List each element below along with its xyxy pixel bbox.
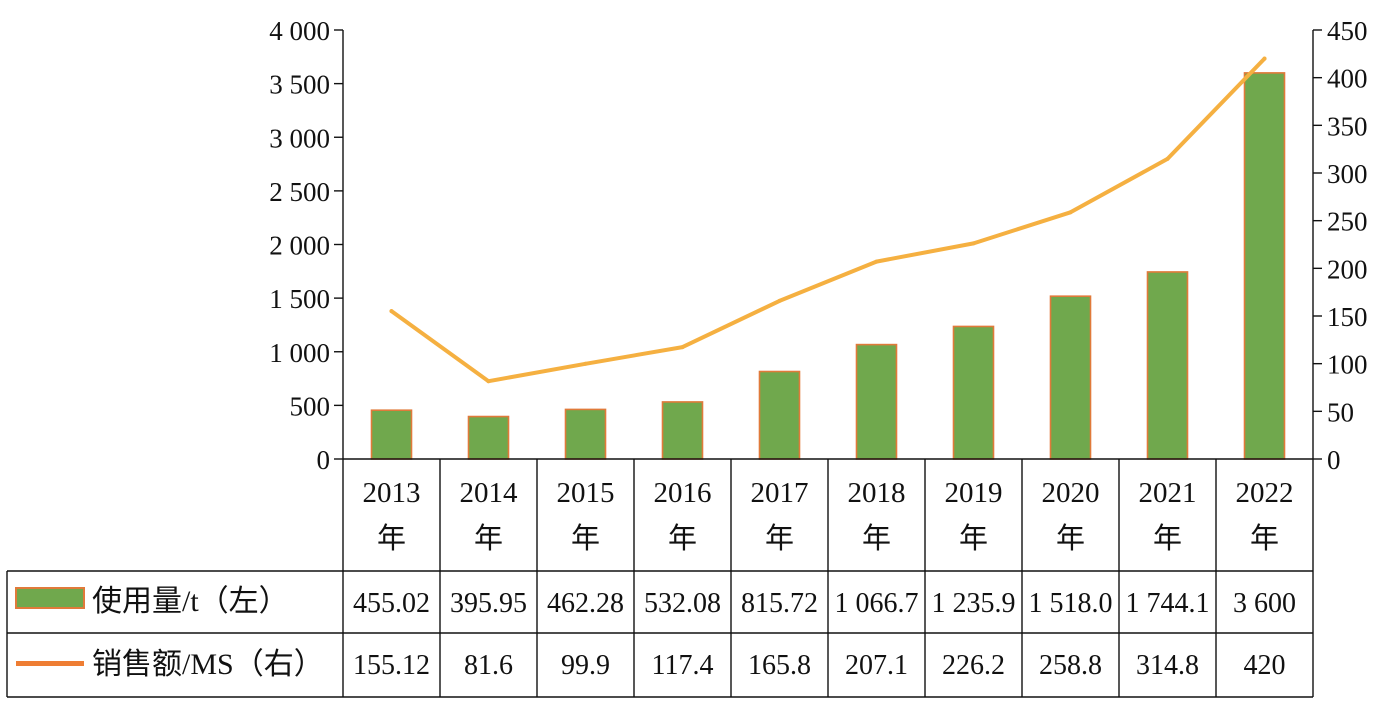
category-suffix: 年 [474, 522, 503, 555]
line-point-2016 [680, 345, 685, 350]
data-label-sales-2014: 81.6 [464, 650, 513, 681]
data-label-sales-2019: 226.2 [942, 650, 1005, 681]
bar-2019 [952, 325, 995, 460]
category-label-2017: 2017 [751, 477, 809, 509]
category-label-2016: 2016 [654, 477, 712, 509]
data-label-usage-2020: 1 518.0 [1029, 588, 1113, 619]
category-label-2018: 2018 [848, 477, 906, 509]
category-suffix: 年 [959, 522, 988, 555]
data-label-usage-2022: 3 600 [1233, 588, 1296, 619]
data-label-usage-2021: 1 744.1 [1126, 588, 1210, 619]
category-label-2019: 2019 [945, 477, 1003, 509]
legend-key-sales [16, 661, 84, 666]
data-table: 2013 年 2014 年 2015 年 2016 年 2017 年 2018 年 2019 年 2020 年… [6, 459, 1314, 698]
bar-2021 [1146, 271, 1189, 460]
data-label-usage-2013: 455.02 [353, 588, 430, 619]
line-point-2017 [777, 298, 782, 303]
line-point-2020 [1068, 210, 1073, 215]
data-label-sales-2016: 117.4 [652, 650, 714, 681]
bar-2020 [1049, 295, 1092, 460]
right-tick-label: 350 [1327, 111, 1368, 141]
category-suffix: 年 [1250, 522, 1279, 555]
axes: 0 500 1 000 1 500 2 000 2 500 3 000 3 500 4 000 0… [269, 16, 1367, 475]
category-suffix: 年 [1153, 522, 1182, 555]
data-label-sales-2015: 99.9 [561, 650, 610, 681]
data-label-usage-2014: 395.95 [450, 588, 527, 619]
data-label-sales-2018: 207.1 [845, 650, 908, 681]
right-tick-label: 400 [1327, 64, 1368, 94]
bar-2016 [661, 401, 704, 460]
data-label-sales-2017: 165.8 [748, 650, 811, 681]
left-tick-label: 2 000 [269, 231, 330, 261]
category-suffix: 年 [1056, 522, 1085, 555]
category-label-2021: 2021 [1139, 477, 1197, 509]
bar-series [370, 72, 1286, 460]
bar-2013 [370, 409, 413, 460]
left-tick-label: 0 [317, 445, 331, 475]
left-tick-label: 4 000 [269, 16, 330, 46]
right-tick-label: 50 [1327, 397, 1354, 427]
left-tick-label: 1 000 [269, 338, 330, 368]
right-tick-label: 200 [1327, 254, 1368, 284]
data-label-sales-2020: 258.8 [1039, 650, 1102, 681]
left-tick-label: 3 000 [269, 123, 330, 153]
right-tick-label: 100 [1327, 350, 1368, 380]
data-label-usage-2015: 462.28 [547, 588, 624, 619]
category-label-2022: 2022 [1236, 477, 1294, 509]
line-point-2018 [874, 259, 879, 264]
category-suffix: 年 [668, 522, 697, 555]
left-tick-label: 1 500 [269, 284, 330, 314]
data-label-usage-2017: 815.72 [741, 588, 818, 619]
line-series [389, 56, 1267, 384]
data-label-sales-2013: 155.12 [353, 650, 430, 681]
left-tick-label: 3 500 [269, 70, 330, 100]
data-label-usage-2018: 1 066.7 [835, 588, 919, 619]
left-tick-label: 500 [290, 391, 331, 421]
line-point-2021 [1165, 156, 1170, 161]
bar-2022 [1243, 72, 1286, 460]
line-sales [389, 56, 1267, 384]
category-label-2013: 2013 [363, 477, 421, 509]
data-label-sales-2022: 420 [1244, 650, 1286, 681]
right-tick-label: 0 [1327, 445, 1341, 475]
bar-2014 [467, 415, 510, 460]
category-label-2015: 2015 [557, 477, 615, 509]
line-point-2022 [1262, 56, 1267, 61]
bar-2017 [758, 370, 801, 460]
category-label-2020: 2020 [1042, 477, 1100, 509]
bar-2018 [855, 343, 898, 460]
line-point-2013 [389, 309, 394, 314]
legend-label-sales: 销售额/MS（右） [92, 648, 324, 681]
right-tick-label: 250 [1327, 207, 1368, 237]
right-tick-label: 450 [1327, 16, 1368, 46]
category-label-2014: 2014 [460, 477, 519, 509]
legend-key-usage [15, 587, 85, 609]
category-suffix: 年 [571, 522, 600, 555]
line-point-2014 [486, 379, 491, 384]
line-point-2019 [971, 241, 976, 246]
left-tick-label: 2 500 [269, 177, 330, 207]
data-label-sales-2021: 314.8 [1136, 650, 1199, 681]
category-suffix: 年 [862, 522, 891, 555]
data-label-usage-2016: 532.08 [644, 588, 721, 619]
data-label-usage-2019: 1 235.9 [932, 588, 1016, 619]
bar-2015 [564, 408, 607, 460]
legend-label-usage: 使用量/t（左） [92, 585, 289, 618]
right-tick-label: 300 [1327, 159, 1368, 189]
category-suffix: 年 [765, 522, 794, 555]
right-tick-label: 150 [1327, 302, 1368, 332]
category-suffix: 年 [377, 522, 406, 555]
line-point-2015 [583, 361, 588, 366]
